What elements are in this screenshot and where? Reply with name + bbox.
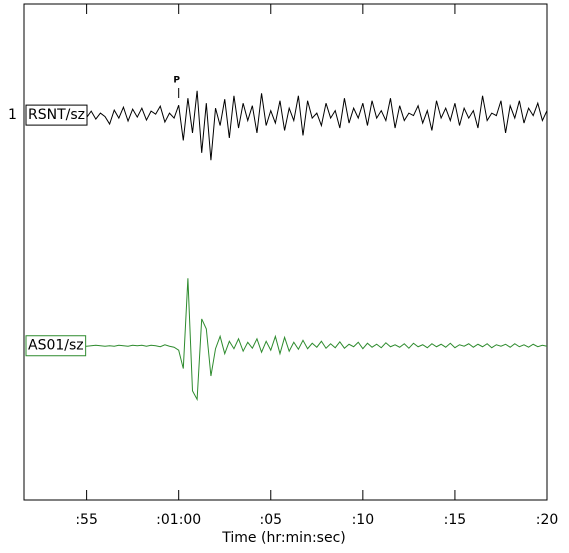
trace-label-box (25, 335, 87, 357)
plot-frame (23, 3, 548, 501)
trace (31, 278, 548, 402)
x-tick-label: :15 (444, 512, 467, 528)
x-tick-label: :55 (75, 512, 98, 528)
trace-label: AS01/sz (28, 338, 84, 354)
trace (31, 90, 548, 161)
x-tick-label: :10 (352, 512, 375, 528)
pick-label: P (173, 76, 180, 86)
x-axis-label: Time (hr:min:sec) (221, 530, 345, 546)
x-tick-label: :01:00 (156, 512, 201, 528)
x-tick-label: :20 (536, 512, 559, 528)
x-tick-label: :05 (260, 512, 283, 528)
trace-label: RSNT/sz (28, 107, 85, 123)
trace-label-box (25, 104, 88, 126)
channel-label: 1 (8, 107, 17, 123)
